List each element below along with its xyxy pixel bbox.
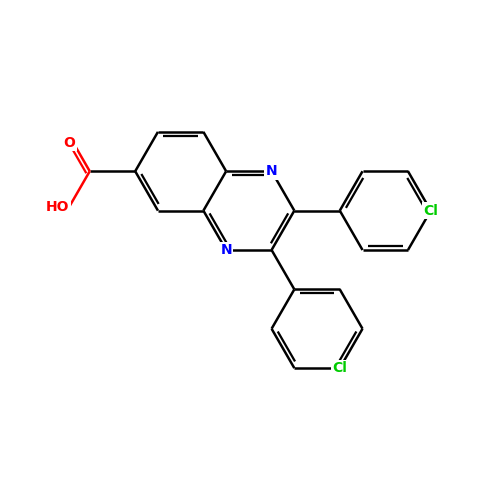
Text: O: O (64, 136, 75, 150)
Text: N: N (266, 164, 278, 178)
Text: HO: HO (46, 200, 70, 213)
Text: Cl: Cl (424, 204, 438, 218)
Text: N: N (220, 243, 232, 257)
Text: Cl: Cl (332, 361, 347, 375)
